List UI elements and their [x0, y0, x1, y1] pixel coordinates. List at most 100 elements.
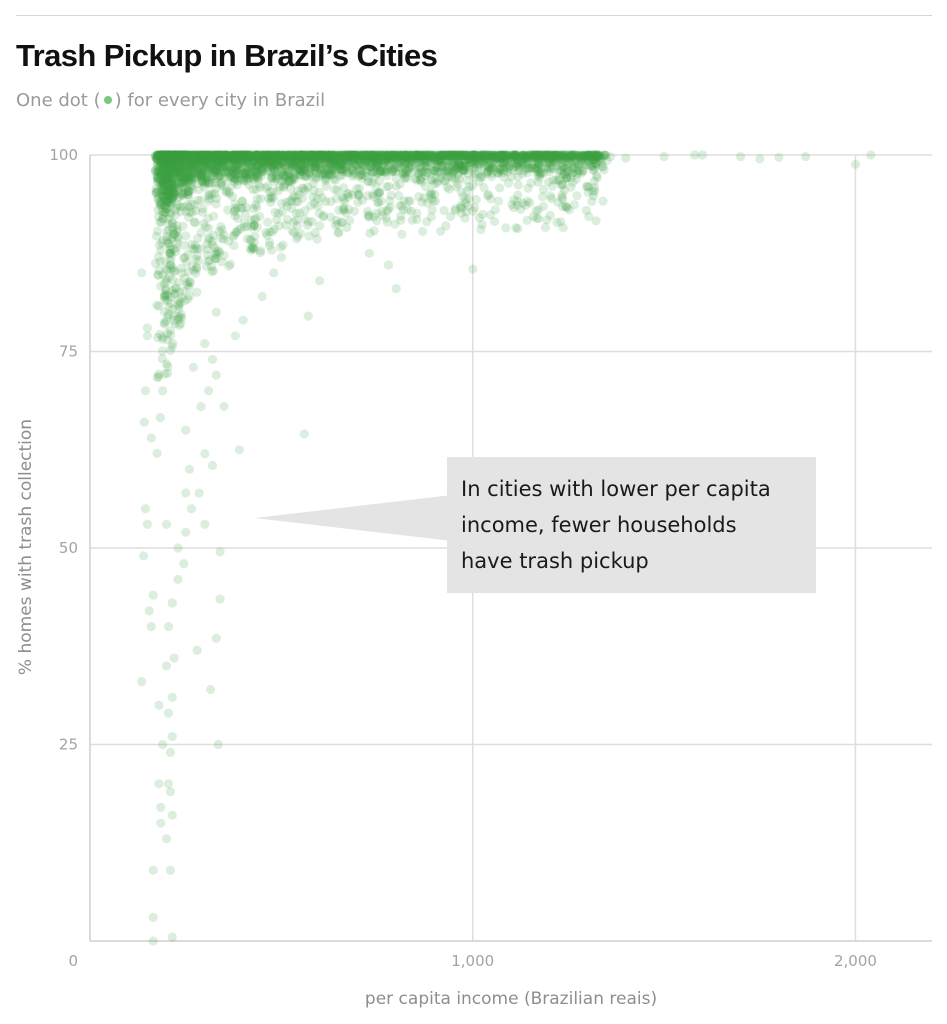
- city-dot: [314, 160, 324, 170]
- city-dot: [164, 164, 175, 174]
- city-dot: [468, 158, 478, 168]
- city-dot: [159, 150, 169, 160]
- city-dot: [441, 165, 451, 175]
- city-dot: [341, 161, 351, 171]
- city-dot: [239, 222, 249, 232]
- city-dot: [221, 155, 231, 165]
- city-dot: [538, 152, 548, 162]
- city-dot: [546, 194, 557, 204]
- city-dot: [351, 150, 361, 160]
- city-dot: [469, 152, 480, 162]
- city-dot: [140, 386, 151, 396]
- city-dot: [348, 171, 358, 181]
- city-dot: [501, 223, 511, 233]
- city-dot: [236, 150, 246, 160]
- city-dot: [363, 177, 373, 187]
- city-dot: [450, 150, 460, 160]
- city-dot: [444, 150, 454, 160]
- city-dot: [330, 168, 340, 178]
- city-dot: [167, 194, 177, 204]
- city-dot: [167, 151, 177, 161]
- city-dot: [561, 152, 571, 162]
- city-dot: [300, 150, 310, 160]
- city-dot: [273, 208, 284, 218]
- city-dot: [357, 150, 367, 160]
- city-dot: [367, 155, 377, 165]
- city-dot: [215, 153, 226, 163]
- city-dot: [212, 153, 223, 163]
- city-dot: [178, 150, 188, 160]
- city-dot: [368, 151, 378, 161]
- city-dot: [420, 150, 430, 161]
- city-dot: [382, 151, 392, 161]
- city-dot: [238, 315, 248, 325]
- city-dot: [293, 153, 303, 163]
- city-dot: [249, 238, 259, 248]
- city-dot: [263, 217, 273, 227]
- city-dot: [212, 162, 222, 172]
- city-dot: [350, 150, 360, 160]
- city-dot: [466, 153, 476, 163]
- city-dot: [358, 160, 368, 170]
- city-dot: [446, 150, 456, 160]
- city-dot: [165, 152, 176, 163]
- city-dot: [304, 151, 314, 161]
- city-dot: [398, 168, 408, 178]
- city-dot: [545, 150, 555, 160]
- city-dot: [575, 166, 585, 176]
- city-dot: [166, 155, 176, 165]
- city-dot: [165, 787, 175, 797]
- city-dot: [165, 150, 175, 160]
- city-dot: [539, 168, 549, 178]
- city-dot: [478, 157, 488, 167]
- city-dot: [282, 152, 292, 163]
- city-dot: [163, 187, 173, 197]
- city-dot: [230, 150, 240, 160]
- city-dot: [239, 150, 249, 160]
- city-dot: [577, 152, 588, 163]
- city-dot: [163, 218, 174, 229]
- city-dot: [226, 150, 236, 160]
- city-dot: [442, 182, 452, 192]
- city-dot: [575, 151, 586, 161]
- city-dot: [177, 150, 187, 160]
- city-dot: [168, 150, 178, 160]
- city-dot: [259, 150, 269, 160]
- city-dot: [187, 169, 197, 179]
- city-dot: [158, 178, 168, 188]
- city-dot: [398, 169, 408, 179]
- city-dot: [210, 150, 220, 160]
- city-dot: [227, 154, 237, 164]
- city-dot: [198, 155, 208, 165]
- city-dot: [219, 154, 229, 164]
- city-dot: [252, 163, 262, 173]
- city-dot: [157, 157, 167, 167]
- city-dot: [276, 166, 286, 176]
- city-dot: [306, 154, 316, 164]
- city-dot: [448, 166, 458, 176]
- city-dot: [319, 150, 329, 160]
- city-dot: [193, 150, 203, 160]
- city-dot: [178, 150, 188, 160]
- city-dot: [395, 162, 405, 172]
- city-dot: [482, 150, 492, 160]
- city-dot: [210, 249, 220, 259]
- city-dot: [159, 168, 169, 178]
- city-dot: [165, 193, 175, 203]
- city-dot: [222, 153, 232, 163]
- city-dot: [583, 187, 593, 197]
- city-dot: [460, 165, 470, 176]
- city-dot: [470, 150, 480, 160]
- city-dot: [161, 150, 171, 160]
- city-dot: [515, 152, 525, 162]
- city-dot: [152, 150, 163, 160]
- city-dot: [260, 150, 270, 160]
- city-dot: [333, 151, 343, 161]
- city-dot: [187, 174, 197, 184]
- city-dot: [278, 150, 289, 160]
- city-dot: [479, 161, 489, 171]
- city-dot: [326, 150, 336, 161]
- city-dot: [213, 739, 223, 750]
- city-dot: [162, 226, 172, 236]
- city-dot: [331, 164, 341, 174]
